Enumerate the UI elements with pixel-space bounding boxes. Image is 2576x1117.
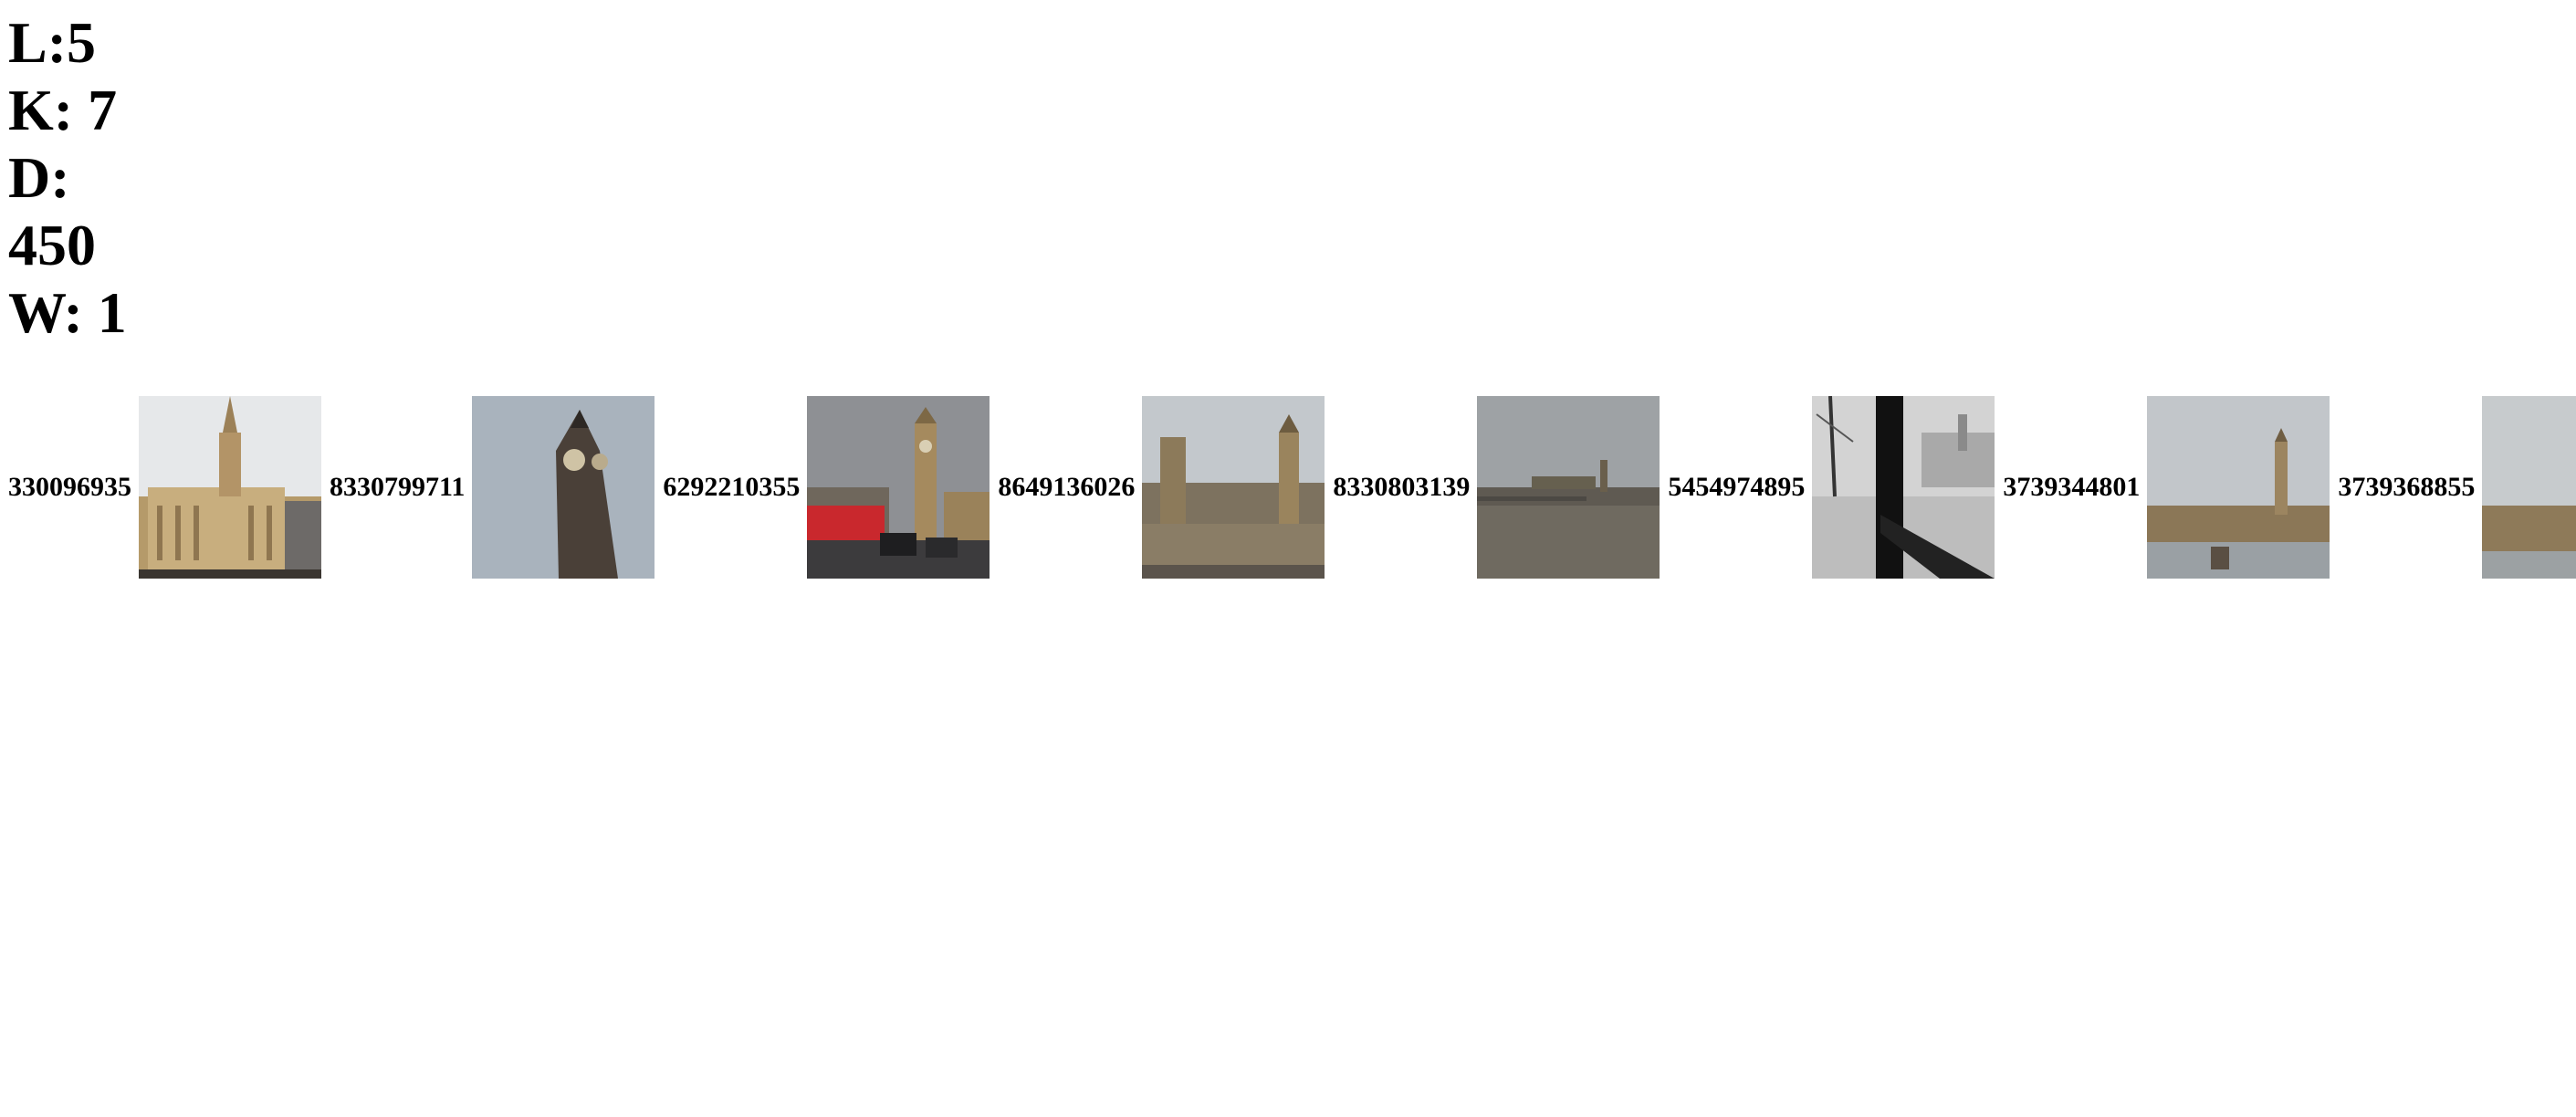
- result-thumbnail[interactable]: [1812, 396, 1995, 579]
- parameters-panel: L:5 K: 7 D: 450 W: 1: [8, 9, 127, 347]
- result-id: 3739344801: [2003, 472, 2141, 502]
- result-id: 8649136026: [998, 472, 1136, 502]
- param-l: L:5: [8, 10, 96, 75]
- result-thumbnail[interactable]: [2147, 396, 2330, 579]
- param-k: K: 7: [8, 78, 118, 142]
- param-d: D:: [8, 145, 70, 210]
- result-id: 6292210355: [663, 472, 801, 502]
- results-strip: 330096935 8330799711 6292210355: [0, 396, 2576, 579]
- result-item: 330096935: [0, 396, 321, 579]
- result-item: 8330799711: [321, 396, 655, 579]
- result-id: 8330799711: [330, 472, 466, 502]
- result-item: 5454974895: [1660, 396, 1995, 579]
- result-id: 3739368855: [2338, 472, 2476, 502]
- result-thumbnail[interactable]: [472, 396, 655, 579]
- result-id: 5454974895: [1668, 472, 1806, 502]
- result-thumbnail[interactable]: [1477, 396, 1660, 579]
- param-d-value: 450: [8, 213, 96, 277]
- result-item: 8330803139: [1325, 396, 1660, 579]
- result-item: 6292210355: [654, 396, 990, 579]
- result-thumbnail[interactable]: [1142, 396, 1325, 579]
- result-thumbnail[interactable]: [807, 396, 990, 579]
- result-item: 8649136026: [990, 396, 1325, 579]
- result-id: 8330803139: [1333, 472, 1471, 502]
- result-item: 3739344801: [1995, 396, 2330, 579]
- param-w: W: 1: [8, 280, 127, 345]
- result-thumbnail[interactable]: [2482, 396, 2576, 579]
- result-thumbnail[interactable]: [139, 396, 321, 579]
- result-id: 330096935: [8, 472, 131, 502]
- result-item: 3739368855: [2330, 396, 2576, 579]
